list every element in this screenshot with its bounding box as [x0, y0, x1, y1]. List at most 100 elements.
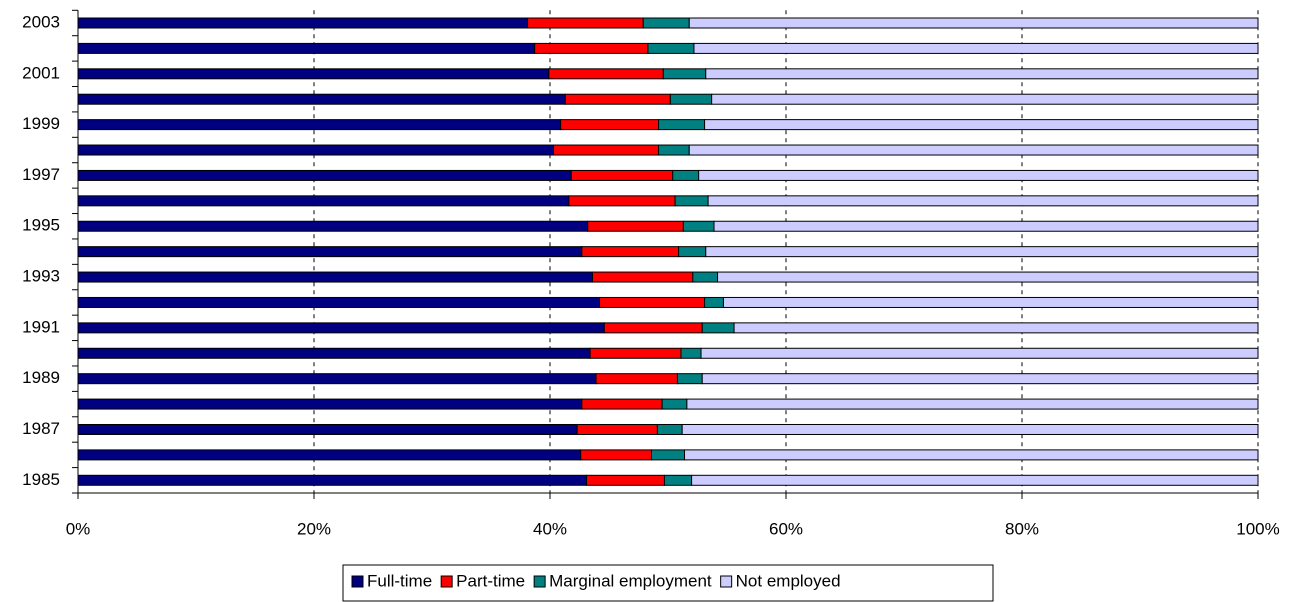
bar-segment: [527, 17, 644, 29]
bar-segment: [663, 474, 693, 486]
bar-segment: [669, 93, 713, 105]
bar-segment: [701, 373, 1259, 385]
bar-segment: [77, 17, 529, 29]
bar-segment: [691, 474, 1259, 486]
bar-segment: [656, 423, 683, 435]
bar-segment: [693, 42, 1259, 54]
bar-segment: [77, 271, 593, 283]
legend-label: Not employed: [736, 571, 841, 590]
bar-segment: [681, 423, 1259, 435]
legend-swatch: [533, 575, 546, 588]
bar-segment: [698, 169, 1259, 181]
y-tick-label: 2003: [22, 12, 60, 31]
bar-segment: [77, 398, 583, 410]
legend-swatch: [440, 575, 453, 588]
bar-segment: [599, 296, 706, 308]
bar-segment: [560, 119, 660, 131]
bar-segment: [591, 271, 694, 283]
bar-segment: [682, 220, 715, 232]
bar-segment: [700, 347, 1259, 359]
y-tick-label: 1987: [22, 419, 60, 438]
bar-segment: [77, 220, 589, 232]
bar-segment: [705, 246, 1259, 258]
bar-segment: [658, 144, 690, 156]
x-tick-label: 0%: [66, 519, 91, 538]
bar-segment: [587, 220, 684, 232]
bar-segment: [548, 68, 664, 80]
y-tick-label: 1999: [22, 114, 60, 133]
bar-segment: [77, 195, 570, 207]
bar-segment: [77, 93, 566, 105]
legend-swatch: [351, 575, 364, 588]
bar-segment: [603, 322, 703, 334]
x-tick-label: 60%: [769, 519, 803, 538]
x-tick-label: 20%: [297, 519, 331, 538]
y-tick-label: 1997: [22, 165, 60, 184]
x-tick-label: 40%: [533, 519, 567, 538]
bar-segment: [581, 246, 680, 258]
y-tick-label: 1995: [22, 216, 60, 235]
bar-segment: [576, 423, 658, 435]
bar-segment: [705, 68, 1259, 80]
bar-segment: [661, 398, 688, 410]
bar-segment: [707, 195, 1259, 207]
bar-segment: [650, 449, 686, 461]
bar-segment: [672, 169, 700, 181]
bar-segment: [586, 474, 665, 486]
bar-segment: [553, 144, 660, 156]
bar-segment: [534, 42, 649, 54]
bar-segment: [77, 296, 601, 308]
bar-segment: [711, 93, 1259, 105]
bar-segment: [77, 347, 591, 359]
bar-segment: [680, 347, 702, 359]
bar-segment: [704, 119, 1259, 131]
legend-label: Marginal employment: [549, 571, 712, 590]
bar-segment: [77, 373, 597, 385]
bar-segment: [77, 169, 572, 181]
y-tick-label: 1991: [22, 317, 60, 336]
bar-segment: [717, 271, 1259, 283]
bar-segment: [647, 42, 695, 54]
bar-segment: [77, 68, 550, 80]
bar-segment: [688, 144, 1259, 156]
bar-segment: [77, 423, 578, 435]
y-tick-label: 1993: [22, 267, 60, 286]
bar-segment: [674, 195, 709, 207]
bar-segment: [684, 449, 1259, 461]
bar-segment: [581, 398, 663, 410]
bar-segment: [595, 373, 678, 385]
bar-segment: [678, 246, 707, 258]
bar-segment: [722, 296, 1259, 308]
legend-label: Full-time: [367, 571, 432, 590]
bar-segment: [642, 17, 690, 29]
legend-swatch: [720, 575, 733, 588]
y-tick-label: 1989: [22, 368, 60, 387]
bar-segment: [77, 119, 562, 131]
bar-segment: [77, 474, 588, 486]
bar-segment: [589, 347, 682, 359]
bar-segment: [570, 169, 674, 181]
bar-segment: [733, 322, 1259, 334]
bar-segment: [676, 373, 703, 385]
bar-segment: [580, 449, 652, 461]
bar-segment: [77, 449, 582, 461]
bar-segment: [704, 296, 724, 308]
bar-segment: [77, 144, 555, 156]
bar-segment: [713, 220, 1259, 232]
bar-segment: [662, 68, 707, 80]
bar-segment: [77, 246, 583, 258]
bar-segment: [686, 398, 1259, 410]
bar-segment: [688, 17, 1259, 29]
y-tick-label: 2001: [22, 63, 60, 82]
y-tick-label: 1985: [22, 470, 60, 489]
legend-label: Part-time: [456, 571, 525, 590]
x-tick-label: 80%: [1005, 519, 1039, 538]
bar-segment: [692, 271, 719, 283]
x-tick-label: 100%: [1236, 519, 1279, 538]
bar-segment: [77, 42, 536, 54]
bar-segment: [77, 322, 605, 334]
bar-segment: [701, 322, 735, 334]
bar-segment: [658, 119, 706, 131]
bar-segment: [568, 195, 676, 207]
